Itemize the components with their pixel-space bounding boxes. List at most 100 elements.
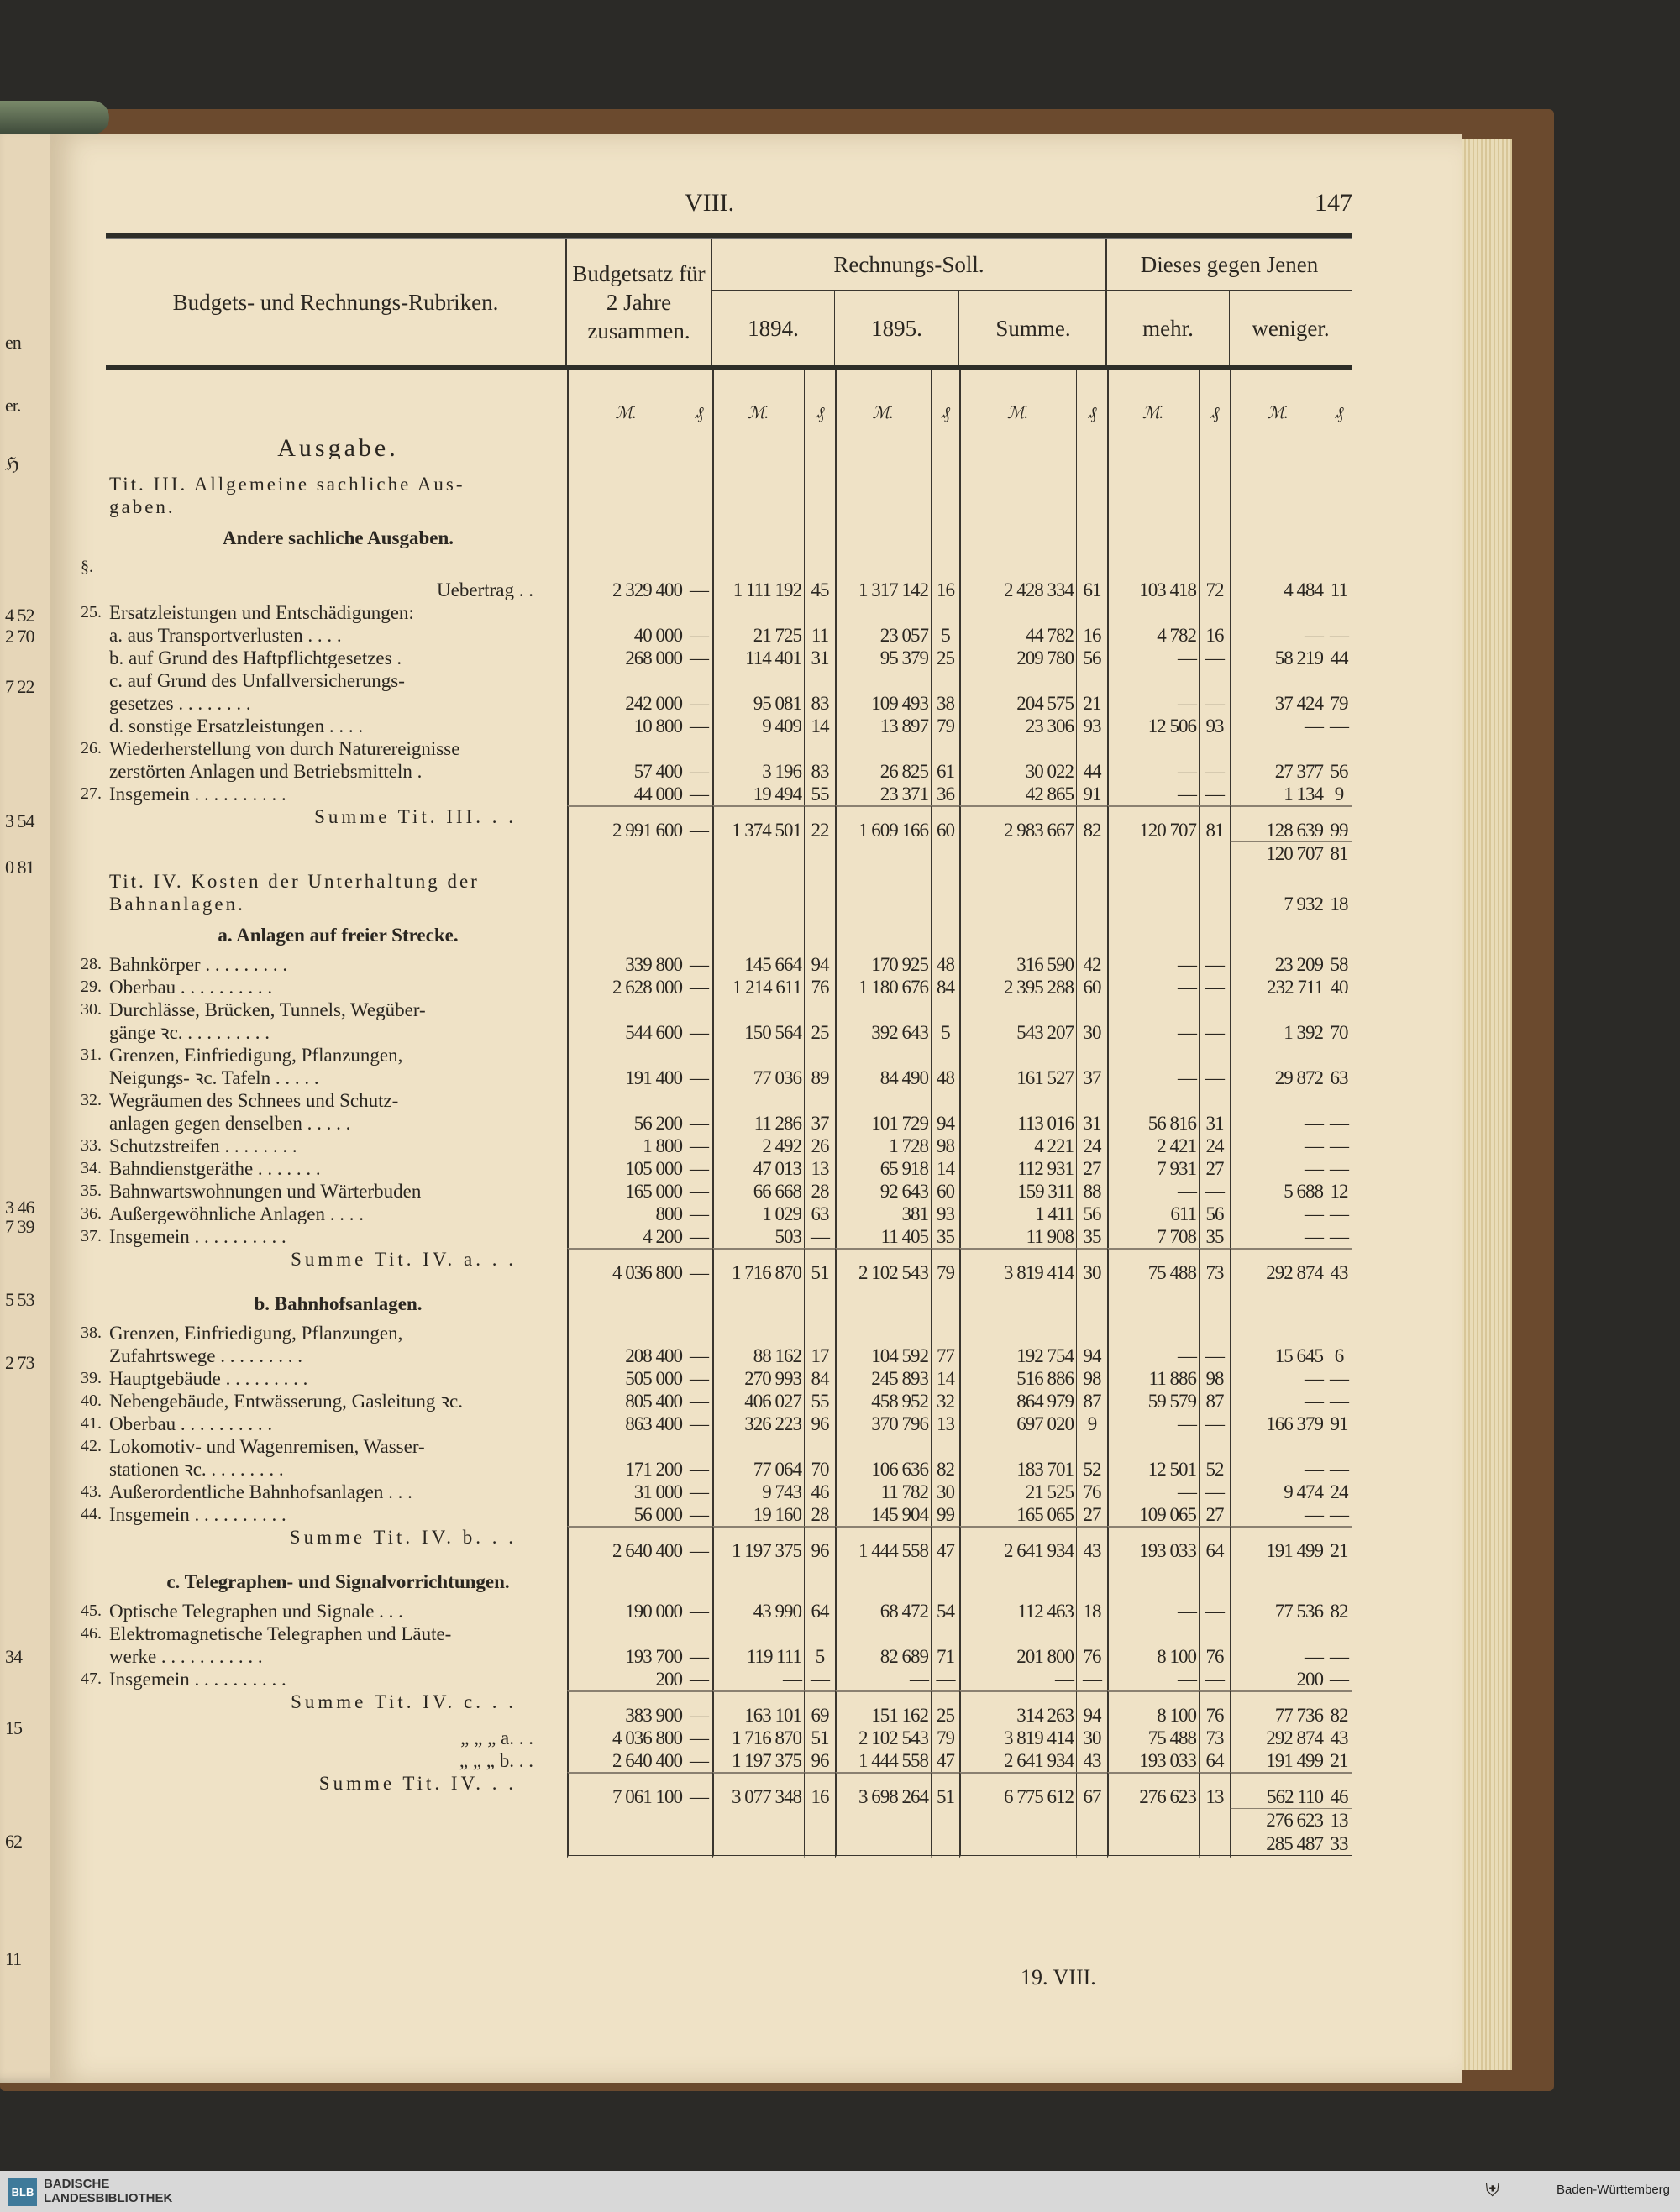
cell-summe-pf: 30	[1076, 1727, 1107, 1749]
unit-mehr-mark: ℳ.	[1107, 370, 1199, 425]
cell-y1894-mark: 11 286	[712, 1089, 804, 1135]
cell-y1894-pf: 64	[804, 1600, 835, 1622]
cell-y1894-pf: 69	[804, 1690, 835, 1727]
cell-weniger-pf: 24	[1326, 1481, 1352, 1503]
cell-mehr-mark: —	[1107, 999, 1199, 1044]
cell-y1895-mark	[835, 1284, 931, 1322]
unit-y1894-mark: ℳ.	[712, 370, 804, 425]
cell-y1894-pf: 14	[804, 715, 835, 737]
cell-weniger-pf: 12	[1326, 1180, 1352, 1203]
unit-budget-pf: ₰	[685, 370, 712, 425]
cell-weniger-pf: —	[1326, 1503, 1352, 1526]
cell-y1895-pf: 60	[931, 805, 959, 841]
cell-budget-mark: 56 200	[567, 1089, 685, 1135]
state-name: Baden-Württemberg	[1556, 2183, 1670, 2197]
cell-y1894-pf: —	[804, 1225, 835, 1248]
table-row: 39. Hauptgebäude . . . . . . . . . 505 000…	[81, 1367, 1352, 1390]
left-page-fragment: 7 22	[5, 676, 34, 697]
cell-mehr-mark: —	[1107, 976, 1199, 999]
cell-y1894-mark	[712, 841, 804, 865]
cell-budget-pf	[685, 841, 712, 865]
unit-y1895-pf: ₰	[931, 370, 959, 425]
cell-weniger-pf	[1326, 1562, 1352, 1600]
label-line: Grenzen, Einfriedigung, Pflanzungen,	[109, 1323, 403, 1344]
cell-summe-mark	[959, 1562, 1076, 1600]
unit-summe-mark: ℳ.	[959, 370, 1076, 425]
cell-weniger-mark: —	[1230, 1503, 1326, 1526]
table-row: c. auf Grund des Unfallversicherungs- ge…	[106, 669, 1352, 715]
cell-mehr-pf: 81	[1199, 805, 1230, 841]
cell-mehr-mark: 7 931	[1107, 1157, 1199, 1180]
cell-y1895-pf: 51	[931, 1772, 959, 1808]
cell-budget-pf	[685, 1562, 712, 1600]
cell-y1894-pf: —	[804, 1668, 835, 1690]
row-number: 40.	[81, 1392, 102, 1410]
cell-budget-pf	[685, 915, 712, 953]
cell-weniger-mark	[1230, 518, 1326, 556]
label-line: a. Anlagen auf freier Strecke.	[218, 925, 459, 946]
cell-budget-pf	[685, 468, 712, 518]
label-line: Bahnwartswohnungen und Wärterbuden	[109, 1181, 422, 1202]
cell-budget-mark: 105 000	[567, 1157, 685, 1180]
cell-budget-mark	[567, 915, 685, 953]
cell-mehr-pf: —	[1199, 1044, 1230, 1089]
unit-mehr-pf: ₰	[1199, 370, 1230, 425]
cell-y1894-mark: 1 374 501	[712, 805, 804, 841]
cell-summe-mark: 209 780	[959, 647, 1076, 669]
cell-y1894-mark	[712, 1562, 804, 1600]
cell-budget-mark: 383 900	[567, 1690, 685, 1727]
cell-y1894-mark: 95 081	[712, 669, 804, 715]
cell-budget-pf: —	[685, 1727, 712, 1749]
cell-weniger-pf: —	[1326, 1367, 1352, 1390]
row-number: 38.	[81, 1324, 102, 1342]
cell-mehr-pf: 76	[1199, 1690, 1230, 1727]
row-label: 29. Oberbau . . . . . . . . . .	[81, 976, 567, 999]
label-line: c. auf Grund des Unfallversicherungs-	[109, 670, 405, 691]
cell-weniger-pf	[1326, 601, 1352, 624]
cell-mehr-pf: 76	[1199, 1622, 1230, 1668]
cell-summe-mark: 543 207	[959, 999, 1076, 1044]
cell-summe-mark	[959, 1832, 1076, 1858]
cell-y1895-mark: 370 796	[835, 1413, 931, 1435]
cell-summe-pf: 27	[1076, 1157, 1107, 1180]
cell-weniger-pf: 43	[1326, 1248, 1352, 1284]
table-row: b. auf Grund des Haftpflichtgesetzes . 26…	[106, 647, 1352, 669]
cell-budget-mark: 190 000	[567, 1600, 685, 1622]
cell-y1894-pf: 45	[804, 556, 835, 601]
label-line: Insgemein . . . . . . . . . .	[109, 784, 286, 805]
table-row: 46. Elektromagnetische Telegraphen und Lä…	[81, 1622, 1352, 1668]
cell-weniger-mark: 191 499	[1230, 1749, 1326, 1772]
cell-weniger-pf: 33	[1326, 1832, 1352, 1858]
cell-y1895-pf: 61	[931, 737, 959, 783]
cell-y1895-pf: 5	[931, 624, 959, 647]
cell-y1894-pf	[804, 841, 835, 865]
unit-weniger-pf: ₰	[1326, 370, 1352, 425]
row-number: 45.	[81, 1601, 102, 1620]
cell-budget-pf: —	[685, 976, 712, 999]
row-label: 47. Insgemein . . . . . . . . . .	[81, 1668, 567, 1690]
cell-summe-pf: 76	[1076, 1481, 1107, 1503]
label-line: Tit. III. Allgemeine sachliche Aus-	[109, 474, 465, 495]
cell-weniger-mark: —	[1230, 1367, 1326, 1390]
label-line: Zufahrtswege . . . . . . . . .	[109, 1345, 302, 1366]
row-number: 32.	[81, 1091, 102, 1109]
cell-y1895-mark: 151 162	[835, 1690, 931, 1727]
left-page-fragment: er.	[5, 395, 21, 416]
cell-summe-pf	[1076, 425, 1107, 468]
cell-mehr-pf: 27	[1199, 1503, 1230, 1526]
cell-y1895-mark: 95 379	[835, 647, 931, 669]
row-label: 33. Schutzstreifen . . . . . . . .	[81, 1135, 567, 1157]
cell-summe-pf: 60	[1076, 976, 1107, 999]
cell-budget-mark	[567, 1832, 685, 1858]
cell-budget-mark	[567, 865, 685, 915]
left-page-fragment: 5 53	[5, 1289, 34, 1310]
cell-summe-mark: 2 641 934	[959, 1749, 1076, 1772]
cell-mehr-mark: 75 488	[1107, 1727, 1199, 1749]
cell-mehr-pf	[1199, 425, 1230, 468]
table-row: 34. Bahndienstgeräthe . . . . . . . 105 00…	[81, 1157, 1352, 1180]
row-label: 42. Lokomotiv- und Wagenremisen, Wasser-s…	[81, 1435, 567, 1481]
row-label: 39. Hauptgebäude . . . . . . . . .	[81, 1367, 567, 1390]
row-number: 39.	[81, 1369, 102, 1387]
cell-budget-mark: 339 800	[567, 953, 685, 976]
label-line: Insgemein . . . . . . . . . .	[109, 1226, 286, 1247]
